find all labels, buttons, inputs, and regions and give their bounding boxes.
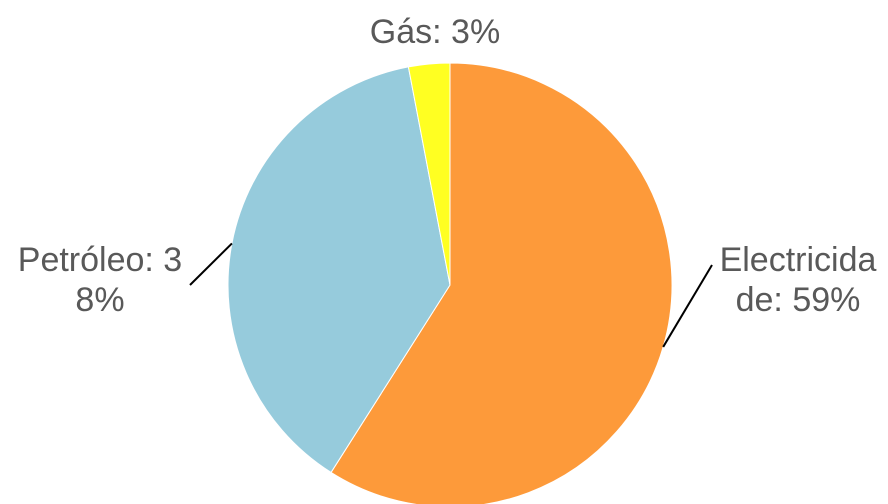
data-label: Petróleo: 38% (17, 241, 183, 319)
pie-slice (227, 66, 451, 474)
leader-line (662, 264, 713, 348)
leader-line (189, 242, 233, 286)
data-label: Gás: 3% (369, 13, 501, 51)
pie-slice (330, 62, 673, 504)
data-label: Electricidade: 59% (719, 241, 877, 319)
pie-slice (407, 62, 451, 286)
